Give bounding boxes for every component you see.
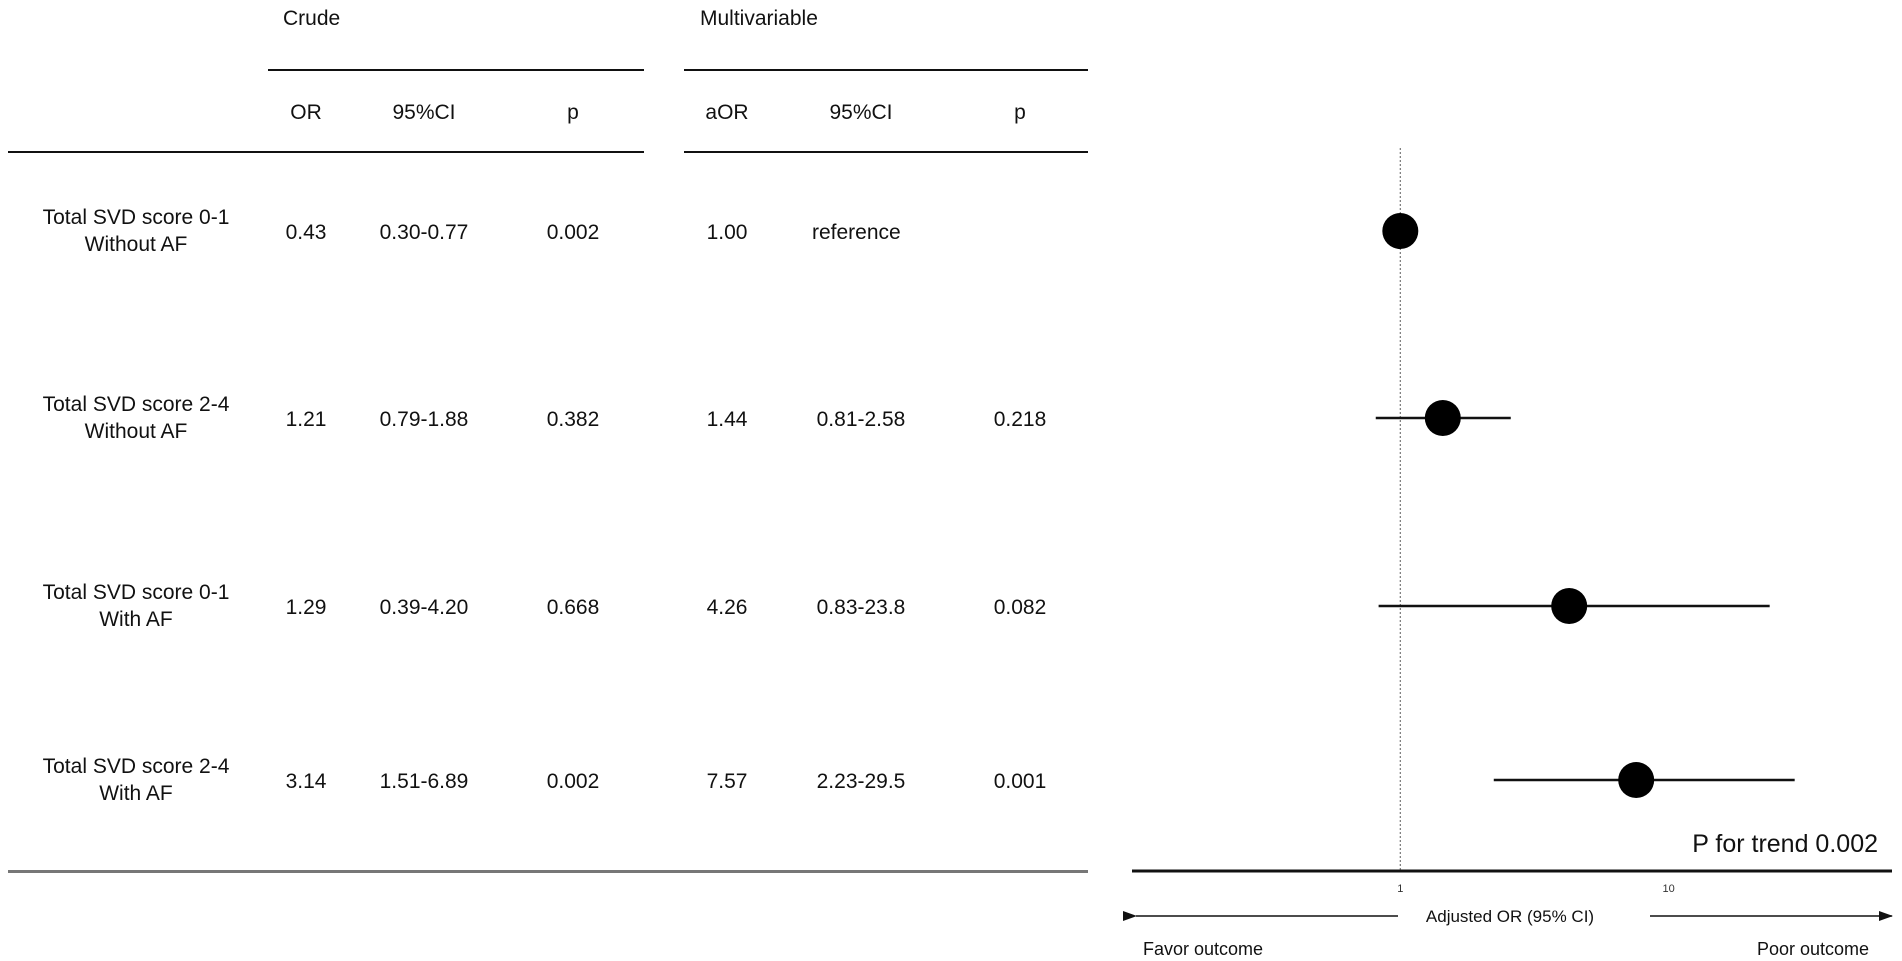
- favor-outcome-label: Favor outcome: [1143, 939, 1263, 959]
- cell-aor: 7.57: [706, 770, 748, 793]
- cell-aor: 4.26: [706, 596, 748, 619]
- cell-aor: 1.00: [706, 221, 748, 244]
- cell-aor-p: 0.082: [993, 596, 1047, 619]
- row-label: Total SVD score 2-4 Without AF: [43, 391, 230, 445]
- cell-or-p: 0.668: [546, 596, 600, 619]
- group-header-crude: Crude: [283, 7, 341, 30]
- column-header-or: OR: [290, 101, 322, 124]
- cell-aor-p: 0.001: [993, 770, 1047, 793]
- x-tick-label: 10: [1663, 883, 1675, 895]
- cell-or: 0.43: [285, 221, 327, 244]
- cell-aor-ci: 2.23-29.5: [816, 770, 906, 793]
- point-estimate: [1551, 588, 1588, 624]
- cell-aor-p: 0.218: [993, 408, 1047, 431]
- cell-or-p: 0.382: [546, 408, 600, 431]
- table-bottom-rule: [8, 870, 1088, 873]
- crude-header-rule: [268, 69, 644, 71]
- row-label: Total SVD score 2-4 With AF: [43, 753, 230, 807]
- cell-aor-ci: 0.81-2.58: [816, 408, 906, 431]
- row-label-line1: Total SVD score 0-1: [42, 206, 230, 229]
- x-axis-label: Adjusted OR (95% CI): [1426, 907, 1594, 926]
- column-header-aor: aOR: [705, 101, 749, 124]
- x-tick-label: 1: [1397, 883, 1403, 895]
- poor-outcome-label: Poor outcome: [1757, 939, 1869, 959]
- cell-or-ci: 0.79-1.88: [379, 408, 469, 431]
- row-label-line2: Without AF: [84, 420, 188, 443]
- column-header-rule-right: [684, 151, 1088, 153]
- row-label-line1: Total SVD score 2-4: [42, 393, 230, 416]
- row-label-line2: With AF: [99, 608, 173, 631]
- row-label-line2: With AF: [99, 782, 173, 805]
- point-estimate: [1618, 762, 1655, 798]
- cell-or-ci: 0.39-4.20: [379, 596, 469, 619]
- column-header-ci-multivariable: 95%CI: [829, 101, 893, 124]
- row-label-line1: Total SVD score 0-1: [42, 581, 230, 604]
- cell-or-ci: 1.51-6.89: [379, 770, 469, 793]
- cell-aor: 1.44: [706, 408, 748, 431]
- cell-or-p: 0.002: [546, 770, 600, 793]
- cell-or: 1.29: [285, 596, 327, 619]
- cell-or: 3.14: [285, 770, 327, 793]
- cell-aor-ci: reference: [812, 221, 901, 244]
- cell-or-p: 0.002: [546, 221, 600, 244]
- group-header-multivariable: Multivariable: [700, 7, 818, 30]
- column-header-p-crude: p: [567, 101, 579, 124]
- p-for-trend: P for trend 0.002: [1692, 830, 1878, 858]
- cell-aor-ci: 0.83-23.8: [816, 596, 906, 619]
- row-label-line1: Total SVD score 2-4: [42, 755, 230, 778]
- point-estimate: [1424, 400, 1461, 436]
- column-header-p-multivariable: p: [1014, 101, 1026, 124]
- cell-or: 1.21: [285, 408, 327, 431]
- point-estimate: [1382, 213, 1419, 249]
- row-label: Total SVD score 0-1 With AF: [43, 579, 230, 633]
- column-header-ci-crude: 95%CI: [392, 101, 456, 124]
- cell-or-ci: 0.30-0.77: [379, 221, 469, 244]
- multivariable-header-rule: [684, 69, 1088, 71]
- column-header-rule-left: [8, 151, 644, 153]
- row-label-line2: Without AF: [84, 233, 188, 256]
- row-label: Total SVD score 0-1 Without AF: [43, 204, 230, 258]
